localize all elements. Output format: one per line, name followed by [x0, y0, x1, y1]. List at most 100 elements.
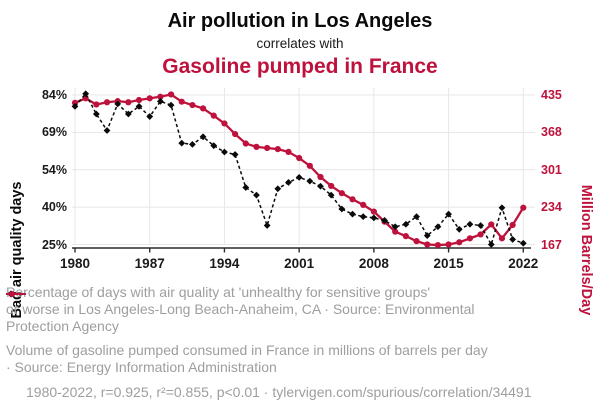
legend-line: Volume of gasoline pumped consumed in Fr… [6, 342, 488, 359]
data-point-diamond[interactable] [274, 185, 282, 193]
data-point-circle[interactable] [253, 143, 260, 150]
data-point-diamond[interactable] [317, 182, 324, 190]
data-point-circle[interactable] [189, 101, 196, 109]
data-point-diamond[interactable] [263, 222, 271, 229]
data-point-diamond[interactable] [210, 142, 218, 150]
data-point-circle[interactable] [167, 91, 175, 98]
data-point-circle[interactable] [93, 101, 100, 108]
data-point-diamond[interactable] [338, 205, 346, 213]
data-point-diamond[interactable] [189, 141, 196, 148]
data-point-circle[interactable] [242, 140, 249, 147]
data-point-diamond[interactable] [103, 127, 111, 134]
data-point-circle[interactable] [178, 98, 185, 105]
data-point-diamond[interactable] [487, 241, 495, 248]
data-point-diamond[interactable] [167, 101, 175, 109]
data-point-circle[interactable] [146, 95, 153, 102]
legend-text-air-quality: Percentage of days with air quality at '… [6, 284, 474, 334]
left-axis-tick-label: 54% [41, 162, 67, 177]
data-point-diamond[interactable] [466, 220, 474, 228]
data-point-diamond[interactable] [359, 213, 367, 221]
legend-entry-air-quality: Percentage of days with air quality at '… [6, 284, 594, 334]
data-point-circle[interactable] [520, 204, 527, 211]
x-axis-tick-label: 1987 [134, 256, 165, 271]
legend-line: · Source: Energy Information Administrat… [6, 359, 277, 376]
data-point-circle[interactable] [274, 146, 281, 153]
data-point-diamond[interactable] [327, 191, 335, 199]
data-point-diamond[interactable] [519, 239, 527, 247]
data-point-circle[interactable] [349, 196, 356, 203]
data-point-diamond[interactable] [156, 97, 164, 105]
left-axis-tick-label: 25% [41, 237, 67, 252]
data-point-diamond[interactable] [381, 217, 388, 224]
data-point-circle[interactable] [370, 208, 377, 215]
legend-entry-gasoline: Volume of gasoline pumped consumed in Fr… [6, 291, 594, 376]
data-point-diamond[interactable] [477, 222, 485, 229]
data-point-circle[interactable] [103, 99, 111, 106]
data-point-circle[interactable] [221, 120, 228, 127]
data-point-diamond[interactable] [498, 204, 506, 212]
data-point-circle[interactable] [157, 93, 164, 100]
data-point-circle[interactable] [434, 241, 442, 249]
data-point-diamond[interactable] [199, 133, 207, 141]
x-axis-tick-label: 2008 [358, 256, 389, 271]
data-point-circle[interactable] [509, 221, 516, 229]
data-point-diamond[interactable] [413, 213, 420, 221]
data-point-circle[interactable] [456, 239, 463, 246]
data-point-diamond[interactable] [253, 191, 260, 199]
data-point-diamond[interactable] [455, 225, 463, 233]
legend-text-gasoline: Volume of gasoline pumped consumed in Fr… [6, 342, 488, 376]
data-point-circle[interactable] [210, 112, 217, 119]
footer-stats-and-url[interactable]: 1980-2022, r=0.925, r²=0.855, p<0.01 · t… [26, 383, 532, 400]
data-point-circle[interactable] [338, 190, 345, 197]
data-point-circle[interactable] [445, 241, 452, 248]
data-point-circle[interactable] [285, 148, 292, 155]
data-point-diamond[interactable] [178, 139, 186, 147]
data-point-circle[interactable] [264, 144, 271, 152]
data-point-circle[interactable] [466, 235, 474, 242]
left-axis-tick-label: 69% [41, 125, 67, 140]
left-axis-tick-label: 84% [41, 88, 67, 102]
data-point-circle[interactable] [402, 233, 409, 240]
data-point-diamond[interactable] [146, 113, 154, 120]
data-point-circle[interactable] [424, 241, 431, 248]
data-point-diamond[interactable] [231, 151, 239, 158]
right-axis-tick-label: 301 [541, 162, 562, 177]
data-point-diamond[interactable] [349, 210, 356, 218]
data-point-diamond[interactable] [445, 210, 452, 218]
data-point-circle[interactable] [199, 105, 207, 112]
data-point-diamond[interactable] [509, 236, 517, 243]
right-axis-tick-label: 234 [541, 200, 562, 215]
data-point-diamond[interactable] [306, 177, 314, 185]
legend: Percentage of days with air quality at '… [6, 284, 594, 400]
right-axis-tick-label: 435 [541, 88, 562, 102]
data-point-diamond[interactable] [92, 110, 100, 118]
x-axis-tick-label: 1994 [209, 256, 240, 271]
data-point-circle[interactable] [477, 231, 484, 238]
data-point-circle[interactable] [413, 238, 420, 245]
data-point-circle[interactable] [306, 162, 313, 169]
data-point-diamond[interactable] [295, 173, 303, 181]
right-axis-tick-label: 368 [541, 125, 562, 140]
data-point-circle[interactable] [360, 201, 367, 208]
title-block: Air pollution in Los Angeles correlates … [0, 8, 600, 80]
data-point-diamond[interactable] [370, 214, 378, 222]
data-point-diamond[interactable] [391, 223, 399, 231]
data-point-circle[interactable] [296, 154, 303, 162]
data-point-circle[interactable] [317, 173, 324, 181]
data-point-circle[interactable] [498, 235, 506, 242]
data-point-diamond[interactable] [434, 223, 442, 231]
data-point-diamond[interactable] [221, 148, 228, 156]
data-point-diamond[interactable] [423, 232, 431, 240]
data-point-circle[interactable] [392, 228, 399, 235]
data-point-diamond[interactable] [71, 103, 79, 110]
data-point-circle[interactable] [328, 182, 335, 190]
data-point-diamond[interactable] [242, 184, 250, 191]
data-point-diamond[interactable] [285, 179, 292, 186]
data-point-circle[interactable] [135, 96, 143, 104]
data-point-circle[interactable] [488, 221, 495, 228]
data-point-diamond[interactable] [402, 220, 410, 228]
data-point-circle[interactable] [125, 99, 132, 106]
data-point-diamond[interactable] [135, 103, 143, 110]
data-point-circle[interactable] [232, 130, 239, 138]
chart-title-bottom: Gasoline pumped in France [162, 55, 438, 78]
